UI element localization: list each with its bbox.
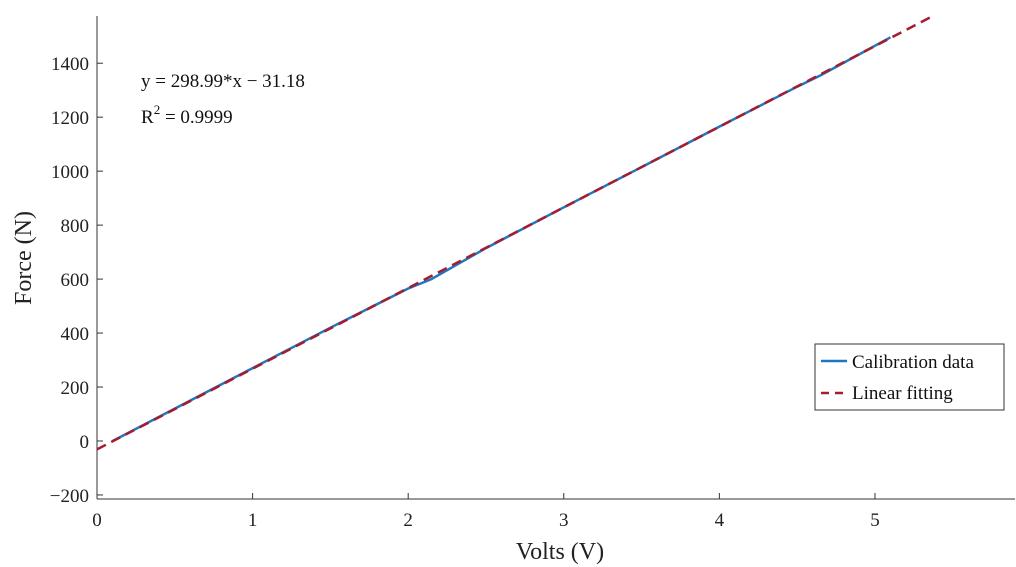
legend-label-linear-fitting: Linear fitting — [852, 383, 953, 404]
x-axis-title: Volts (V) — [516, 539, 604, 565]
y-tick-label: 0 — [80, 432, 90, 453]
y-tick-label: 800 — [61, 216, 90, 237]
axes — [96, 16, 1015, 500]
x-tick-label: 2 — [403, 510, 413, 531]
series-line-linear-fitting — [96, 14, 935, 451]
x-tick-label: 1 — [248, 510, 258, 531]
y-tick-label: 600 — [61, 270, 90, 291]
y-tick-label: 200 — [61, 378, 90, 399]
legend-label-calibration-data: Calibration data — [852, 352, 974, 373]
x-tick-label: 4 — [715, 510, 725, 531]
y-ticks: −200 0 200 400 600 800 1000 1200 1400 — [50, 54, 103, 507]
fit-annotation: y = 298.99*x − 31.18 R2 = 0.9999 — [141, 71, 305, 128]
equation-annotation: y = 298.99*x − 31.18 — [141, 71, 305, 92]
x-tick-label: 0 — [92, 510, 102, 531]
x-ticks: 0 1 2 3 4 5 — [92, 493, 880, 531]
series-layer — [96, 14, 935, 451]
legend: Calibration data Linear fitting — [814, 343, 1005, 411]
x-tick-label: 5 — [870, 510, 880, 531]
y-tick-label: 1000 — [51, 162, 89, 183]
y-tick-label: 400 — [61, 324, 90, 345]
r-squared-annotation: R2 = 0.9999 — [141, 102, 233, 128]
x-tick-label: 3 — [559, 510, 569, 531]
legend-box — [814, 343, 1005, 411]
y-tick-label: 1400 — [51, 54, 89, 75]
y-tick-label: 1200 — [51, 108, 89, 129]
y-tick-label: −200 — [50, 486, 89, 507]
y-axis-title: Force (N) — [11, 211, 37, 305]
